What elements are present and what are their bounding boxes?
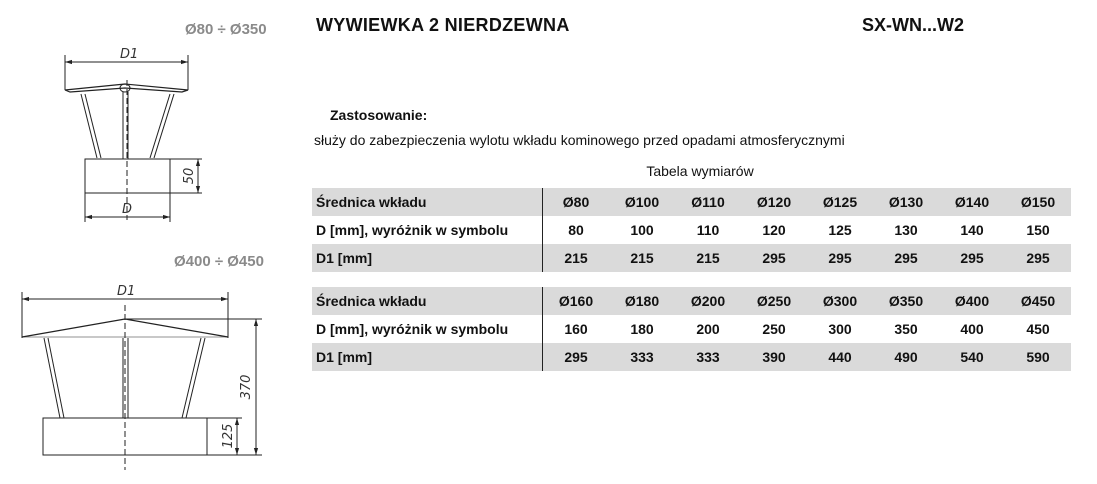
table-cell: 300 [828, 321, 852, 337]
drawing-large-cowl [21, 292, 262, 470]
table-row: Średnica wkładu Ø80 Ø100 Ø110 Ø120 Ø125 Ø130 Ø1… [312, 188, 1071, 216]
table-title: Tabela wymiarów [646, 163, 754, 179]
dim-125: 125 [221, 424, 236, 449]
table-cell: 180 [630, 321, 654, 337]
table-cell: Ø200 [675, 287, 741, 315]
dimension-table-2: Średnica wkładu Ø160 Ø180 Ø200 Ø250 Ø300 Ø350 Ø… [312, 287, 1071, 371]
table-cell: 295 [807, 244, 873, 272]
table-cell: Ø110 [675, 188, 741, 216]
product-title: WYWIEWKA 2 NIERDZEWNA [316, 15, 570, 35]
table-cell: Ø80 [542, 188, 609, 216]
dim-50: 50 [182, 168, 197, 185]
table-cell: Ø150 [1005, 188, 1071, 216]
table-cell: 400 [960, 321, 984, 337]
product-code: SX-WN...W2 [862, 15, 964, 35]
table-cell: Ø250 [741, 287, 807, 315]
table-cell: Ø120 [741, 188, 807, 216]
table-cell: 125 [828, 222, 852, 238]
table-cell: Ø450 [1005, 287, 1071, 315]
table-cell: 160 [564, 321, 588, 337]
table-cell: 350 [894, 321, 918, 337]
table-cell: 100 [630, 222, 654, 238]
dim-d: D [122, 202, 132, 217]
row-label: D [mm], wyróżnik w symbolu [312, 315, 543, 343]
table-cell: 200 [696, 321, 720, 337]
application-text: służy do zabezpieczenia wylotu wkładu ko… [314, 132, 845, 148]
table-cell: Ø130 [873, 188, 939, 216]
table-cell: 215 [542, 244, 609, 272]
table-cell: 390 [741, 343, 807, 371]
table-cell: Ø180 [609, 287, 675, 315]
row-label: Średnica wkładu [312, 188, 543, 216]
table-cell: 333 [675, 343, 741, 371]
table-cell: 295 [939, 244, 1005, 272]
table-cell: 215 [675, 244, 741, 272]
table-cell: 120 [762, 222, 786, 238]
range-label-bottom: Ø400 ÷ Ø450 [174, 253, 264, 270]
table-row: Średnica wkładu Ø160 Ø180 Ø200 Ø250 Ø300 Ø350 Ø… [312, 287, 1071, 315]
row-label: Średnica wkładu [312, 287, 543, 315]
row-label: D1 [mm] [312, 244, 543, 272]
table-cell: 250 [762, 321, 786, 337]
dim-370: 370 [239, 375, 254, 400]
table-cell: Ø350 [873, 287, 939, 315]
drawing-small-cowl [64, 55, 202, 222]
application-label: Zastosowanie: [330, 107, 428, 123]
table-cell: Ø400 [939, 287, 1005, 315]
table-cell: 540 [939, 343, 1005, 371]
table-cell: Ø100 [609, 188, 675, 216]
dim-d1-top: D1 [120, 47, 138, 62]
table-cell: Ø160 [542, 287, 609, 315]
table-cell: 295 [1005, 244, 1071, 272]
technical-drawings: D1 50 D D1 370 125 [21, 47, 262, 470]
table-cell: Ø140 [939, 188, 1005, 216]
dim-d1-bottom: D1 [117, 284, 135, 299]
table-cell: 150 [1026, 222, 1050, 238]
table-cell: Ø300 [807, 287, 873, 315]
dimension-table-1: Średnica wkładu Ø80 Ø100 Ø110 Ø120 Ø125 Ø130 Ø1… [312, 188, 1071, 272]
table-cell: 295 [542, 343, 609, 371]
table-cell: 450 [1026, 321, 1050, 337]
table-cell: 130 [894, 222, 918, 238]
table-cell: 80 [568, 222, 584, 238]
table-row: D [mm], wyróżnik w symbolu 80 100 110 120 125… [312, 216, 1071, 244]
table-cell: 490 [873, 343, 939, 371]
table-cell: 590 [1005, 343, 1071, 371]
table-cell: 140 [960, 222, 984, 238]
range-label-top: Ø80 ÷ Ø350 [185, 21, 267, 38]
table-cell: 110 [696, 222, 720, 238]
table-cell: 333 [609, 343, 675, 371]
table-cell: 295 [873, 244, 939, 272]
table-cell: 215 [609, 244, 675, 272]
row-label: D1 [mm] [312, 343, 543, 371]
table-row: D1 [mm] 215 215 215 295 295 295 295 295 [312, 244, 1071, 272]
row-label: D [mm], wyróżnik w symbolu [312, 216, 543, 244]
table-cell: 295 [741, 244, 807, 272]
table-row: D [mm], wyróżnik w symbolu 160 180 200 250 30… [312, 315, 1071, 343]
table-row: D1 [mm] 295 333 333 390 440 490 540 590 [312, 343, 1071, 371]
table-cell: Ø125 [807, 188, 873, 216]
table-cell: 440 [807, 343, 873, 371]
